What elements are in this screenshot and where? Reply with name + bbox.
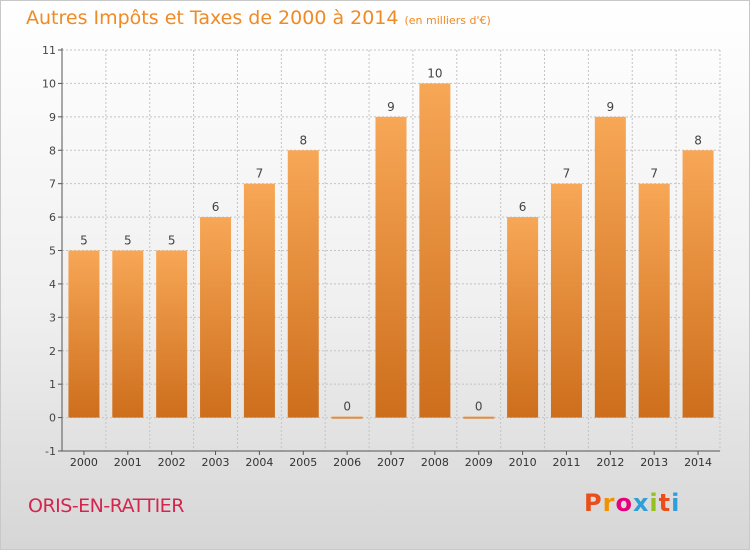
- bar-2010: [507, 217, 539, 418]
- bar-2007: [375, 116, 407, 418]
- bar-2011: [550, 183, 582, 418]
- data-label-2012: 9: [607, 100, 615, 114]
- y-tick-label: 3: [49, 311, 56, 324]
- bar-2006: [331, 416, 363, 419]
- y-tick-label: 10: [42, 77, 56, 90]
- data-label-2013: 7: [650, 167, 658, 181]
- y-tick-label: 7: [49, 178, 56, 191]
- bar-2009: [463, 416, 495, 419]
- bar-2013: [638, 183, 670, 418]
- data-label-2005: 8: [299, 133, 307, 147]
- logo-letter: r: [602, 489, 616, 517]
- data-label-2009: 0: [475, 400, 483, 414]
- data-label-2006: 0: [343, 400, 351, 414]
- logo-letter: i: [649, 489, 659, 517]
- x-tick-label-2006: 2006: [333, 456, 361, 469]
- bar-2008: [419, 83, 451, 418]
- y-tick-label: 9: [49, 111, 56, 124]
- x-tick-label-2011: 2011: [552, 456, 580, 469]
- x-tick-label-2003: 2003: [202, 456, 230, 469]
- x-tick-label-2012: 2012: [596, 456, 624, 469]
- y-tick-label: 6: [49, 211, 56, 224]
- x-tick-label-2014: 2014: [684, 456, 712, 469]
- x-tick-label-2008: 2008: [421, 456, 449, 469]
- data-label-2011: 7: [563, 167, 571, 181]
- x-tick-label-2004: 2004: [245, 456, 273, 469]
- logo-letter: x: [632, 489, 650, 517]
- x-tick-label-2002: 2002: [158, 456, 186, 469]
- chart-title: Autres Impôts et Taxes de 2000 à 2014 (en…: [26, 7, 491, 29]
- x-tick-label-2001: 2001: [114, 456, 142, 469]
- y-tick-label: 4: [49, 278, 56, 291]
- y-tick-label: 11: [42, 44, 56, 57]
- data-label-2000: 5: [80, 234, 88, 248]
- proxiti-logo: Proxiti: [584, 489, 680, 517]
- y-tick-label: -1: [45, 445, 56, 458]
- data-label-2008: 10: [427, 66, 442, 80]
- data-label-2002: 5: [168, 234, 176, 248]
- logo-letter: t: [658, 489, 672, 517]
- data-label-2001: 5: [124, 234, 132, 248]
- x-tick-label-2007: 2007: [377, 456, 405, 469]
- bar-2004: [243, 183, 275, 418]
- commune-name: ORIS-EN-RATTIER: [28, 495, 184, 517]
- data-label-2004: 7: [256, 167, 264, 181]
- bar-2014: [682, 150, 714, 418]
- bar-2002: [156, 250, 188, 418]
- x-tick-label-2005: 2005: [289, 456, 317, 469]
- x-tick-label-2013: 2013: [640, 456, 668, 469]
- bar-2000: [68, 250, 100, 418]
- bar-2012: [594, 116, 626, 418]
- data-label-2003: 6: [212, 200, 220, 214]
- y-tick-label: 2: [49, 345, 56, 358]
- x-tick-label-2000: 2000: [70, 456, 98, 469]
- y-tick-label: 1: [49, 378, 56, 391]
- bar-2003: [200, 217, 232, 418]
- bar-2001: [112, 250, 144, 418]
- chart-title-text: Autres Impôts et Taxes de 2000 à 2014: [26, 7, 399, 29]
- chart-unit: (en milliers d'€): [404, 14, 491, 27]
- y-tick-label: 8: [49, 144, 56, 157]
- y-tick-label: 5: [49, 245, 56, 258]
- x-tick-label-2010: 2010: [509, 456, 537, 469]
- logo-letter: o: [615, 489, 633, 517]
- data-label-2010: 6: [519, 200, 527, 214]
- y-tick-label: 0: [49, 412, 56, 425]
- data-label-2007: 9: [387, 100, 395, 114]
- data-label-2014: 8: [694, 133, 702, 147]
- logo-letter: P: [584, 489, 603, 517]
- x-tick-label-2009: 2009: [465, 456, 493, 469]
- logo-letter: i: [671, 489, 681, 517]
- bar-2005: [287, 150, 319, 418]
